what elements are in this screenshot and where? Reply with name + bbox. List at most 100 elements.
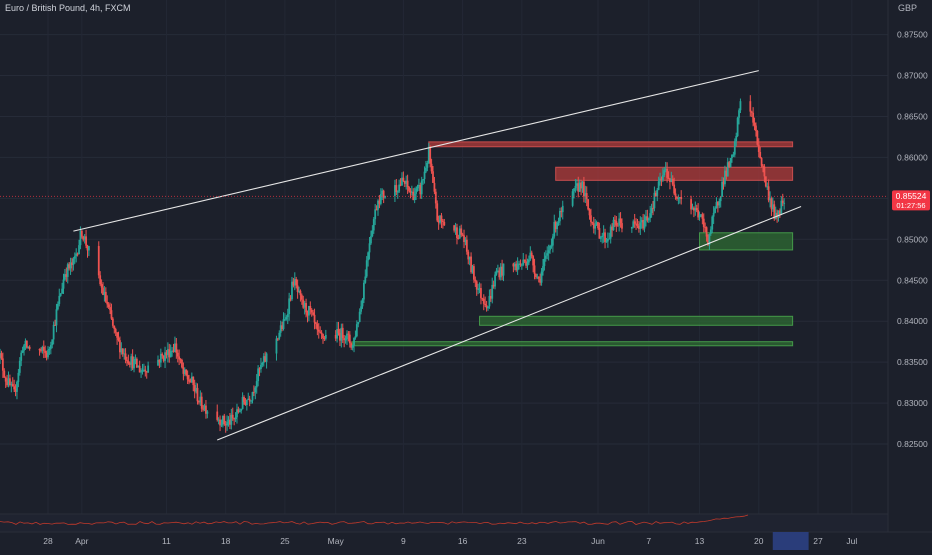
candle-body xyxy=(532,256,535,266)
candle-body xyxy=(401,177,403,186)
candle-body xyxy=(374,209,377,220)
candle-body xyxy=(371,230,374,237)
candle-body xyxy=(9,378,11,386)
candle-body xyxy=(777,210,780,218)
candle-body xyxy=(357,322,360,325)
candle-body xyxy=(739,101,742,111)
candle-body xyxy=(666,168,669,178)
candle-body xyxy=(103,291,106,295)
candle-body xyxy=(711,216,714,230)
candle-body xyxy=(230,414,233,425)
candle-body xyxy=(196,387,199,402)
support-zone xyxy=(352,341,794,347)
candle-body xyxy=(133,359,135,369)
candle-body xyxy=(674,193,677,197)
resistance-zone xyxy=(428,141,794,148)
candle-body xyxy=(592,223,595,229)
candle-body xyxy=(159,353,162,363)
candle-body xyxy=(587,199,590,210)
candle-body xyxy=(635,223,637,225)
candle-body xyxy=(123,353,126,355)
candle-body xyxy=(200,396,203,409)
candle-body xyxy=(138,365,141,373)
candle-body xyxy=(79,230,82,246)
candle-body xyxy=(652,208,654,210)
candle-body xyxy=(44,350,47,353)
candle-body xyxy=(83,236,86,240)
candle-body xyxy=(62,279,65,289)
candle-body xyxy=(346,333,348,340)
candle-body xyxy=(47,350,49,358)
candle-body xyxy=(203,405,206,410)
candle-body xyxy=(127,361,130,364)
candle-body xyxy=(142,369,145,371)
candle-body xyxy=(347,333,350,335)
symbol-title[interactable]: Euro / British Pound, 4h, FXCM xyxy=(5,3,131,13)
candle-body xyxy=(0,353,3,359)
candle-body xyxy=(20,352,23,361)
candle-body xyxy=(750,111,753,113)
candle-body xyxy=(724,170,726,185)
candle-body xyxy=(529,252,532,260)
price-tick-label: 0.86500 xyxy=(897,111,928,121)
candle-body xyxy=(257,368,260,382)
candle-body xyxy=(659,178,661,182)
candle-body xyxy=(735,136,738,142)
candle-body xyxy=(701,214,704,219)
candle-body xyxy=(523,259,526,262)
candle-body xyxy=(396,191,399,193)
price-tick-label: 0.85000 xyxy=(897,234,928,244)
time-axis[interactable]: 28 Apr 11 18 25 May 9 16 23 Jun 7 13 20 27 Jul xyxy=(0,531,932,550)
candle-body xyxy=(525,261,527,266)
candle-body xyxy=(354,336,357,338)
candle-body xyxy=(664,168,667,171)
time-tick-label: 7 xyxy=(646,536,651,546)
candle-body xyxy=(468,256,471,260)
candle-body xyxy=(130,356,133,365)
candle-body xyxy=(621,223,623,229)
candle-body xyxy=(632,221,635,227)
candle-body xyxy=(64,274,66,280)
candle-body xyxy=(690,199,692,210)
grid xyxy=(0,34,888,445)
time-tick-label: 20 xyxy=(754,536,764,546)
candle-body xyxy=(364,276,367,283)
candle-body xyxy=(305,303,307,313)
candle-body xyxy=(192,376,195,386)
candle-body xyxy=(769,198,771,201)
candle-body xyxy=(554,221,557,230)
candle-body xyxy=(16,381,18,392)
candle-body xyxy=(52,324,55,340)
candle-body xyxy=(639,222,642,229)
candle-body xyxy=(697,210,700,218)
candle-body xyxy=(82,236,85,240)
candle-body xyxy=(295,279,298,286)
candle-body xyxy=(669,178,671,182)
candle-body xyxy=(616,225,619,227)
candle-body xyxy=(49,345,52,349)
candle-body xyxy=(343,338,346,340)
candle-body xyxy=(712,212,715,217)
candle-body xyxy=(692,207,695,211)
candle-body xyxy=(771,204,774,210)
candle-body xyxy=(13,386,16,390)
candle-body xyxy=(206,411,209,414)
candle-body xyxy=(309,305,312,310)
candle-body xyxy=(781,200,784,203)
candle-body xyxy=(247,398,250,400)
candle-body xyxy=(773,204,776,219)
candle-body xyxy=(405,180,408,184)
candle-body xyxy=(99,275,102,285)
candle-body xyxy=(755,125,757,131)
time-tick-label: 9 xyxy=(401,536,406,546)
candle-body xyxy=(670,178,673,182)
time-tick-label: 18 xyxy=(221,536,231,546)
candle-body xyxy=(653,192,656,209)
price-axis[interactable]: 0.82500 0.83000 0.83500 0.84000 0.84500 0.850… xyxy=(887,0,932,550)
price-tick-label: 0.83500 xyxy=(897,357,928,367)
candle-body xyxy=(594,225,597,229)
candle-body xyxy=(520,264,523,266)
